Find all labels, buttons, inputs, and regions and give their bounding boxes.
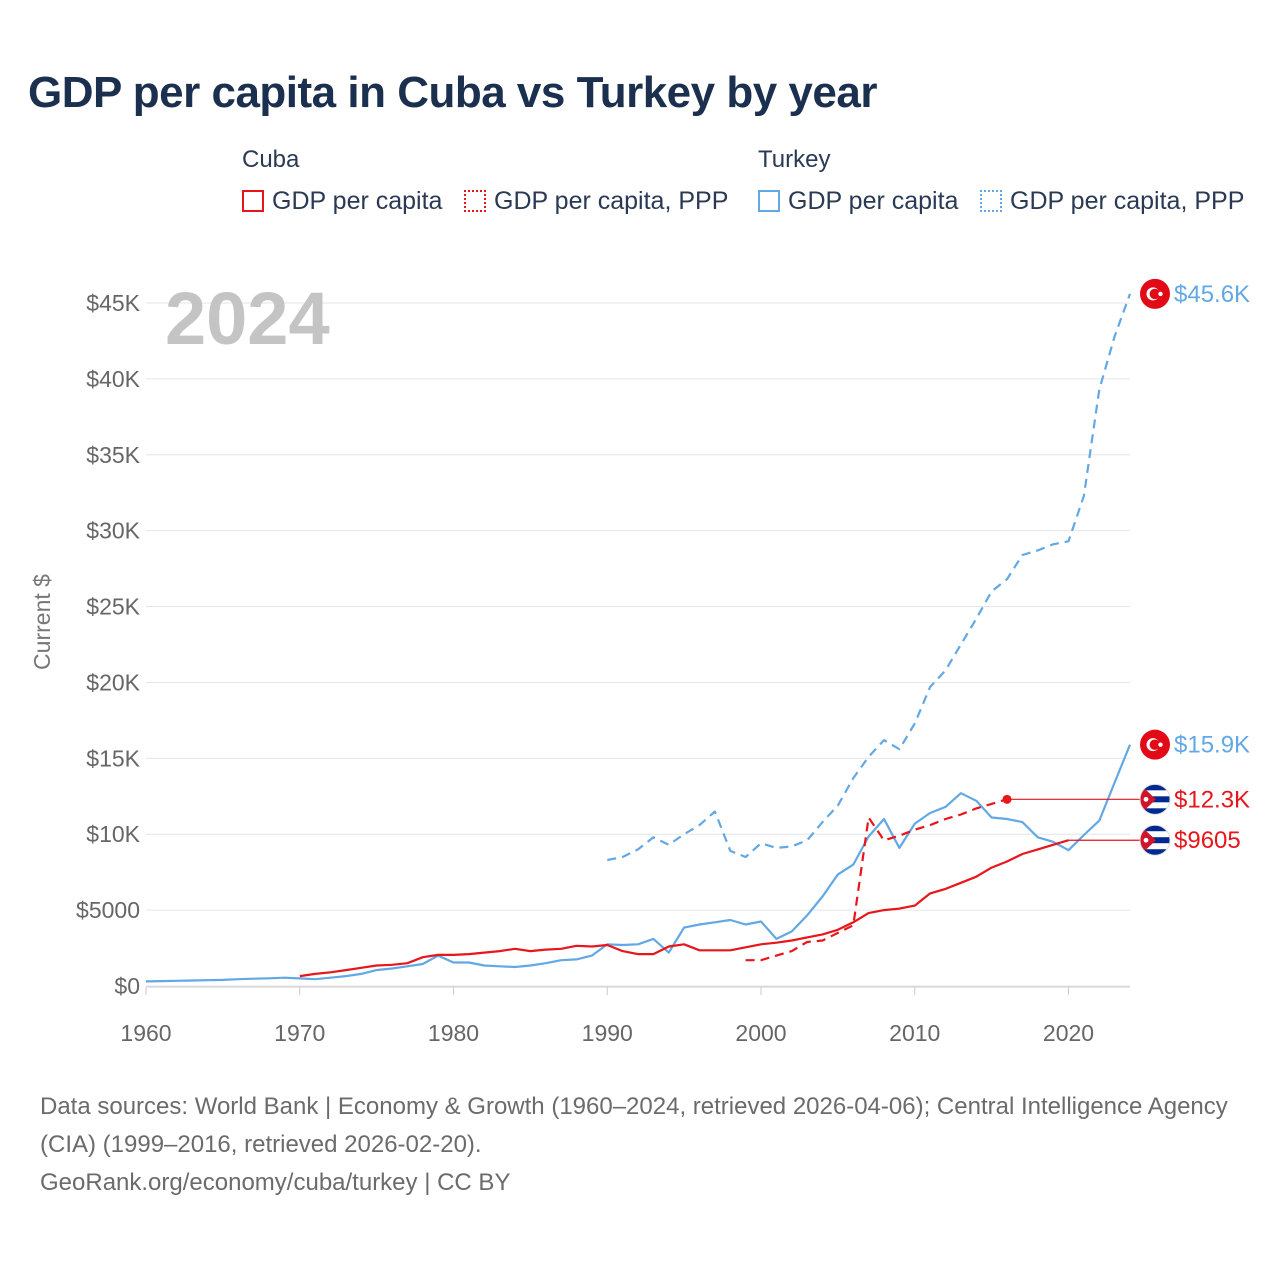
end-value-label: $15.9K — [1174, 732, 1250, 759]
legend-item-cuba-gdp[interactable]: GDP per capita — [242, 186, 442, 216]
legend-label: GDP per capita — [272, 186, 443, 215]
y-tick-label: $30K — [86, 518, 140, 544]
y-tick-label: $20K — [86, 669, 140, 695]
x-tick-label: 1960 — [120, 1020, 171, 1046]
x-tick-label: 2010 — [889, 1020, 940, 1046]
end-point-marker — [1002, 794, 1012, 804]
series-line-cuba-gdp-per-capita[interactable] — [299, 839, 1069, 978]
legend-group-turkey: Turkey — [758, 146, 831, 173]
line-chart: $0$5000$10K$15K$20K$25K$30K$35K$40K$45K … — [29, 277, 1250, 1046]
y-tick-label: $25K — [86, 594, 140, 620]
x-tick-label: 2020 — [1043, 1020, 1094, 1046]
cuba-flag-icon — [1140, 825, 1170, 856]
legend-label: GDP per capita, PPP — [1010, 186, 1245, 215]
y-tick-label: $10K — [86, 821, 140, 847]
flag-star — [1158, 742, 1163, 747]
y-tick-label: $5000 — [76, 897, 140, 923]
flag-star — [1143, 796, 1149, 802]
y-axis-ticks: $0 $5000 $10K $15K $20K $25K $30K $35K $40K $45K — [76, 290, 141, 999]
data-sources: Data sources: World Bank | Economy & Gro… — [40, 1093, 1228, 1158]
credit-link[interactable]: GeoRank.org/economy/cuba/turkey | CC BY — [40, 1169, 511, 1196]
series-line-cuba-gdp-per-capita-ppp[interactable] — [745, 798, 1008, 962]
y-tick-label: $40K — [86, 366, 140, 392]
flag-stripe — [1140, 849, 1170, 856]
end-label-2: $12.3K — [1002, 783, 1250, 815]
end-label-3: $9605 — [1068, 824, 1241, 856]
y-tick-label: $35K — [86, 442, 140, 468]
x-tick-label: 1980 — [428, 1020, 479, 1046]
cuba-flag-icon — [1140, 784, 1170, 815]
legend-swatch-solid-red — [242, 190, 264, 212]
series-end-labels: $45.6K $15.9K $12.3K $9605 — [1002, 278, 1250, 856]
chart-title: GDP per capita in Cuba vs Turkey by year — [28, 68, 877, 117]
year-label: 2024 — [165, 277, 330, 360]
flag-stripe — [1140, 784, 1170, 791]
legend-swatch-dotted-blue — [980, 190, 1002, 212]
x-tick-label: 2000 — [735, 1020, 786, 1046]
legend-label: GDP per capita — [788, 186, 959, 215]
end-value-label: $45.6K — [1174, 281, 1250, 308]
footer: Data sources: World Bank | Economy & Gro… — [40, 1088, 1250, 1202]
x-axis-ticks: 1960 1970 1980 1990 2000 2010 2020 — [120, 987, 1094, 1046]
y-tick-label: $45K — [86, 290, 140, 316]
flag-outline — [1139, 824, 1171, 856]
y-tick-label: $0 — [114, 973, 140, 999]
flag-crescent-inner — [1149, 288, 1161, 300]
legend-group-cuba: Cuba — [242, 146, 300, 173]
series-line-turkey-gdp-per-capita[interactable] — [145, 744, 1132, 983]
series-line-turkey-gdp-per-capita-ppp[interactable] — [607, 293, 1132, 862]
end-label-1: $15.9K — [1140, 729, 1250, 760]
x-tick-label: 1990 — [582, 1020, 633, 1046]
y-axis-title: Current $ — [29, 574, 55, 670]
x-tick-label: 1970 — [274, 1020, 325, 1046]
flag-stripe — [1140, 808, 1170, 815]
legend-swatch-dotted-red — [464, 190, 486, 212]
end-value-label: $12.3K — [1174, 786, 1250, 813]
end-label-0: $45.6K — [1140, 278, 1250, 309]
grid-lines — [146, 302, 1130, 988]
legend-item-turkey-gdp[interactable]: GDP per capita — [758, 186, 958, 216]
series-lines — [145, 293, 1132, 983]
end-value-label: $9605 — [1174, 827, 1241, 854]
legend-item-cuba-gdp-ppp[interactable]: GDP per capita, PPP — [464, 186, 728, 216]
legend-swatch-solid-blue — [758, 190, 780, 212]
flag-star — [1143, 837, 1149, 843]
flag-stripe — [1140, 825, 1170, 832]
y-tick-label: $15K — [86, 745, 140, 771]
flag-star — [1158, 291, 1163, 297]
legend-item-turkey-gdp-ppp[interactable]: GDP per capita, PPP — [980, 186, 1244, 216]
legend-label: GDP per capita, PPP — [494, 186, 729, 215]
flag-crescent-inner — [1149, 739, 1161, 750]
flag-outline — [1139, 783, 1171, 815]
